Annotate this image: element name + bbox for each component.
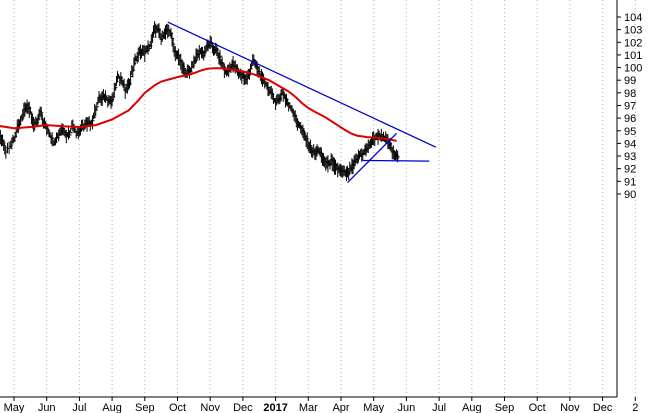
x-tick-label: Sep bbox=[495, 402, 515, 413]
x-tick-label: May bbox=[4, 402, 25, 413]
x-tick-label: Jul bbox=[432, 402, 446, 413]
x-tick-label: Aug bbox=[102, 402, 122, 413]
x-tick-label: Dec bbox=[593, 402, 613, 413]
x-tick-label: Jul bbox=[72, 402, 86, 413]
y-tick-label: 94 bbox=[624, 138, 636, 150]
x-tick-label: Apr bbox=[332, 402, 349, 413]
x-tick-label: Oct bbox=[529, 402, 546, 413]
x-tick-label: May bbox=[363, 402, 384, 413]
moving-average-line bbox=[0, 67, 397, 142]
y-tick-label: 99 bbox=[624, 75, 636, 87]
y-tick-label: 91 bbox=[624, 176, 636, 188]
x-tick-label: Dec bbox=[233, 402, 253, 413]
x-tick-label: Nov bbox=[200, 402, 220, 413]
y-tick-label: 96 bbox=[624, 113, 636, 125]
y-tick-label: 98 bbox=[624, 88, 636, 100]
x-tick-label: Jun bbox=[398, 402, 416, 413]
y-tick-label: 102 bbox=[624, 37, 642, 49]
y-tick-label: 101 bbox=[624, 50, 642, 62]
trendline bbox=[347, 132, 398, 184]
y-tick-label: 100 bbox=[624, 63, 642, 75]
x-tick-label: Oct bbox=[169, 402, 186, 413]
grid-lines bbox=[13, 0, 636, 397]
y-tick-label: 103 bbox=[624, 25, 642, 37]
trendline bbox=[167, 21, 437, 148]
x-tick-label: Sep bbox=[135, 402, 155, 413]
x-tick-label: Mar bbox=[299, 402, 318, 413]
x-tick-label: Nov bbox=[560, 402, 580, 413]
x-tick-label: Jun bbox=[38, 402, 56, 413]
y-tick-label: 90 bbox=[624, 189, 636, 201]
y-tick-label: 92 bbox=[624, 164, 636, 176]
x-tick-label: Aug bbox=[462, 402, 482, 413]
y-tick-label: 104 bbox=[624, 12, 642, 24]
series-layer bbox=[0, 21, 437, 184]
trendline bbox=[362, 159, 430, 162]
x-tick-label: 2 bbox=[632, 402, 638, 413]
y-tick-label: 93 bbox=[624, 151, 636, 163]
x-tick-label: 2017 bbox=[263, 402, 287, 413]
y-tick-label: 97 bbox=[624, 100, 636, 112]
y-tick-label: 95 bbox=[624, 126, 636, 138]
price-series bbox=[0, 21, 400, 182]
